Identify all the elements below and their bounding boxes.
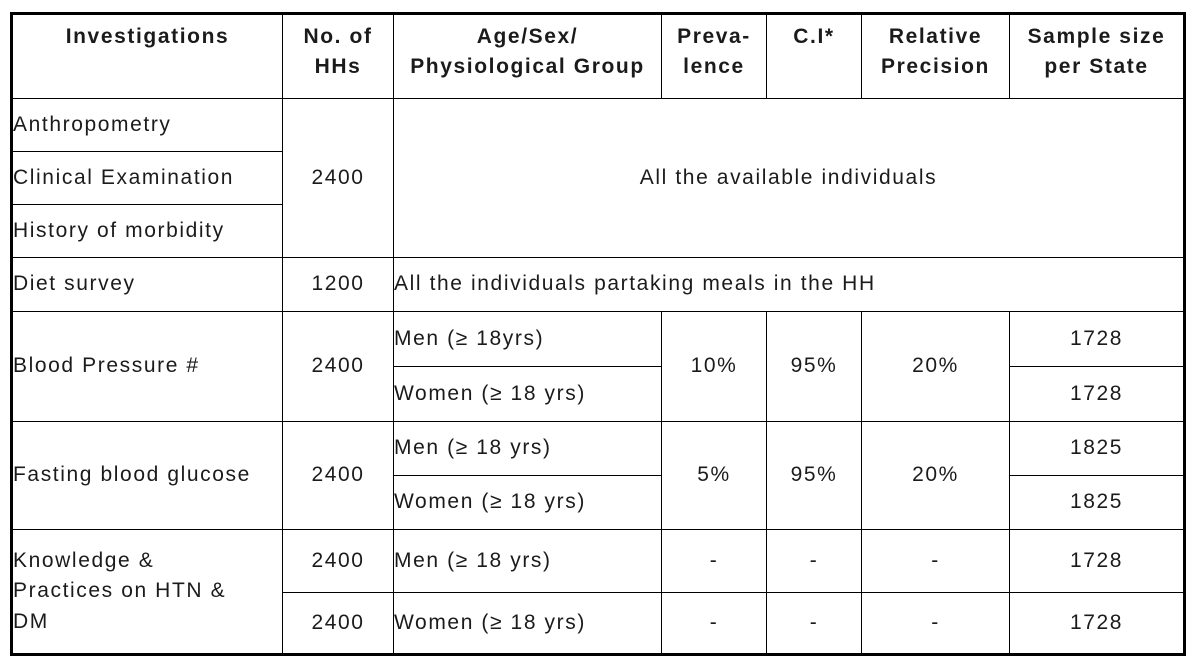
row-fasting-glucose-men: Fasting blood glucose 2400 Men (≥ 18 yrs… (11, 421, 1185, 530)
cell-history-of-morbidity: History of morbidity (11, 204, 283, 258)
row-anthropometry: Anthropometry 2400 All the available ind… (11, 98, 1185, 258)
row-blood-pressure-women: Women (≥ 18 yrs) 1728 (12, 366, 1185, 422)
cell-fbg-women-group: Women (≥ 18 yrs) (393, 475, 662, 530)
cell-s1-hhs: 2400 (282, 98, 394, 258)
cell-bp-relative-precision: 20% (861, 311, 1010, 422)
row-fasting-glucose-women: Women (≥ 18 yrs) 1825 (12, 475, 1185, 530)
cell-fbg-prevalence: 5% (661, 421, 767, 530)
header-relative-precision: Relative Precision (861, 13, 1010, 99)
cell-diet-hhs: 1200 (282, 257, 394, 312)
header-prevalence: Preva- lence (661, 13, 767, 99)
cell-fbg-ci: 95% (766, 421, 862, 530)
cell-bp-men-sample: 1728 (1009, 311, 1185, 367)
cell-clinical-examination: Clinical Examination (11, 151, 283, 205)
row-knowledge-women: 2400 Women (≥ 18 yrs) - - - 1728 (12, 592, 1185, 655)
row-history-of-morbidity: History of morbidity (11, 204, 1185, 258)
cell-bp-investigation: Blood Pressure # (11, 311, 283, 422)
header-no-of-hhs: No. of HHs (282, 13, 394, 99)
cell-bp-prevalence: 10% (661, 311, 767, 422)
cell-bp-men-group: Men (≥ 18yrs) (393, 311, 662, 367)
cell-diet-investigation: Diet survey (11, 257, 283, 312)
cell-fbg-men-sample: 1825 (1009, 421, 1185, 476)
cell-kp-women-sample: 1728 (1009, 592, 1185, 655)
cell-kp-men-hhs: 2400 (282, 529, 394, 593)
row-clinical-examination: Clinical Examination (11, 151, 1185, 205)
cell-kp-men-sample: 1728 (1009, 529, 1185, 593)
cell-kp-women-prevalence: - (661, 592, 767, 655)
cell-kp-investigation: Knowledge & Practices on HTN & DM (11, 529, 283, 655)
cell-kp-men-rp: - (861, 529, 1010, 593)
row-knowledge-men: Knowledge & Practices on HTN & DM 2400 M… (11, 529, 1185, 655)
cell-kp-men-ci: - (766, 529, 862, 593)
header-row: Investigations No. of HHs Age/Sex/ Physi… (11, 13, 1185, 99)
cell-kp-men-group: Men (≥ 18 yrs) (393, 529, 662, 593)
cell-kp-women-rp: - (861, 592, 1010, 655)
row-blood-pressure-men: Blood Pressure # 2400 Men (≥ 18yrs) 10% … (11, 311, 1185, 422)
header-age-sex-group: Age/Sex/ Physiological Group (393, 13, 662, 99)
cell-fbg-relative-precision: 20% (861, 421, 1010, 530)
cell-fbg-women-sample: 1825 (1009, 475, 1185, 530)
header-ci: C.I* (766, 13, 862, 99)
survey-sample-design-table: Investigations No. of HHs Age/Sex/ Physi… (10, 12, 1186, 656)
cell-diet-note: All the individuals partaking meals in t… (393, 257, 1185, 312)
cell-kp-men-prevalence: - (661, 529, 767, 593)
cell-fbg-men-group: Men (≥ 18 yrs) (393, 421, 662, 476)
row-diet-survey: Diet survey 1200 All the individuals par… (11, 257, 1185, 312)
cell-kp-women-group: Women (≥ 18 yrs) (393, 592, 662, 655)
header-investigations: Investigations (11, 13, 283, 99)
cell-bp-women-sample: 1728 (1009, 366, 1185, 422)
cell-s1-note: All the available individuals (393, 98, 1185, 258)
cell-kp-women-ci: - (766, 592, 862, 655)
cell-anthropometry: Anthropometry (11, 98, 283, 152)
cell-bp-women-group: Women (≥ 18 yrs) (393, 366, 662, 422)
cell-fbg-investigation: Fasting blood glucose (11, 421, 283, 530)
cell-bp-ci: 95% (766, 311, 862, 422)
cell-bp-hhs: 2400 (282, 311, 394, 422)
header-sample-size-per-state: Sample size per State (1009, 13, 1185, 99)
cell-kp-women-hhs: 2400 (282, 592, 394, 655)
cell-fbg-hhs: 2400 (282, 421, 394, 530)
